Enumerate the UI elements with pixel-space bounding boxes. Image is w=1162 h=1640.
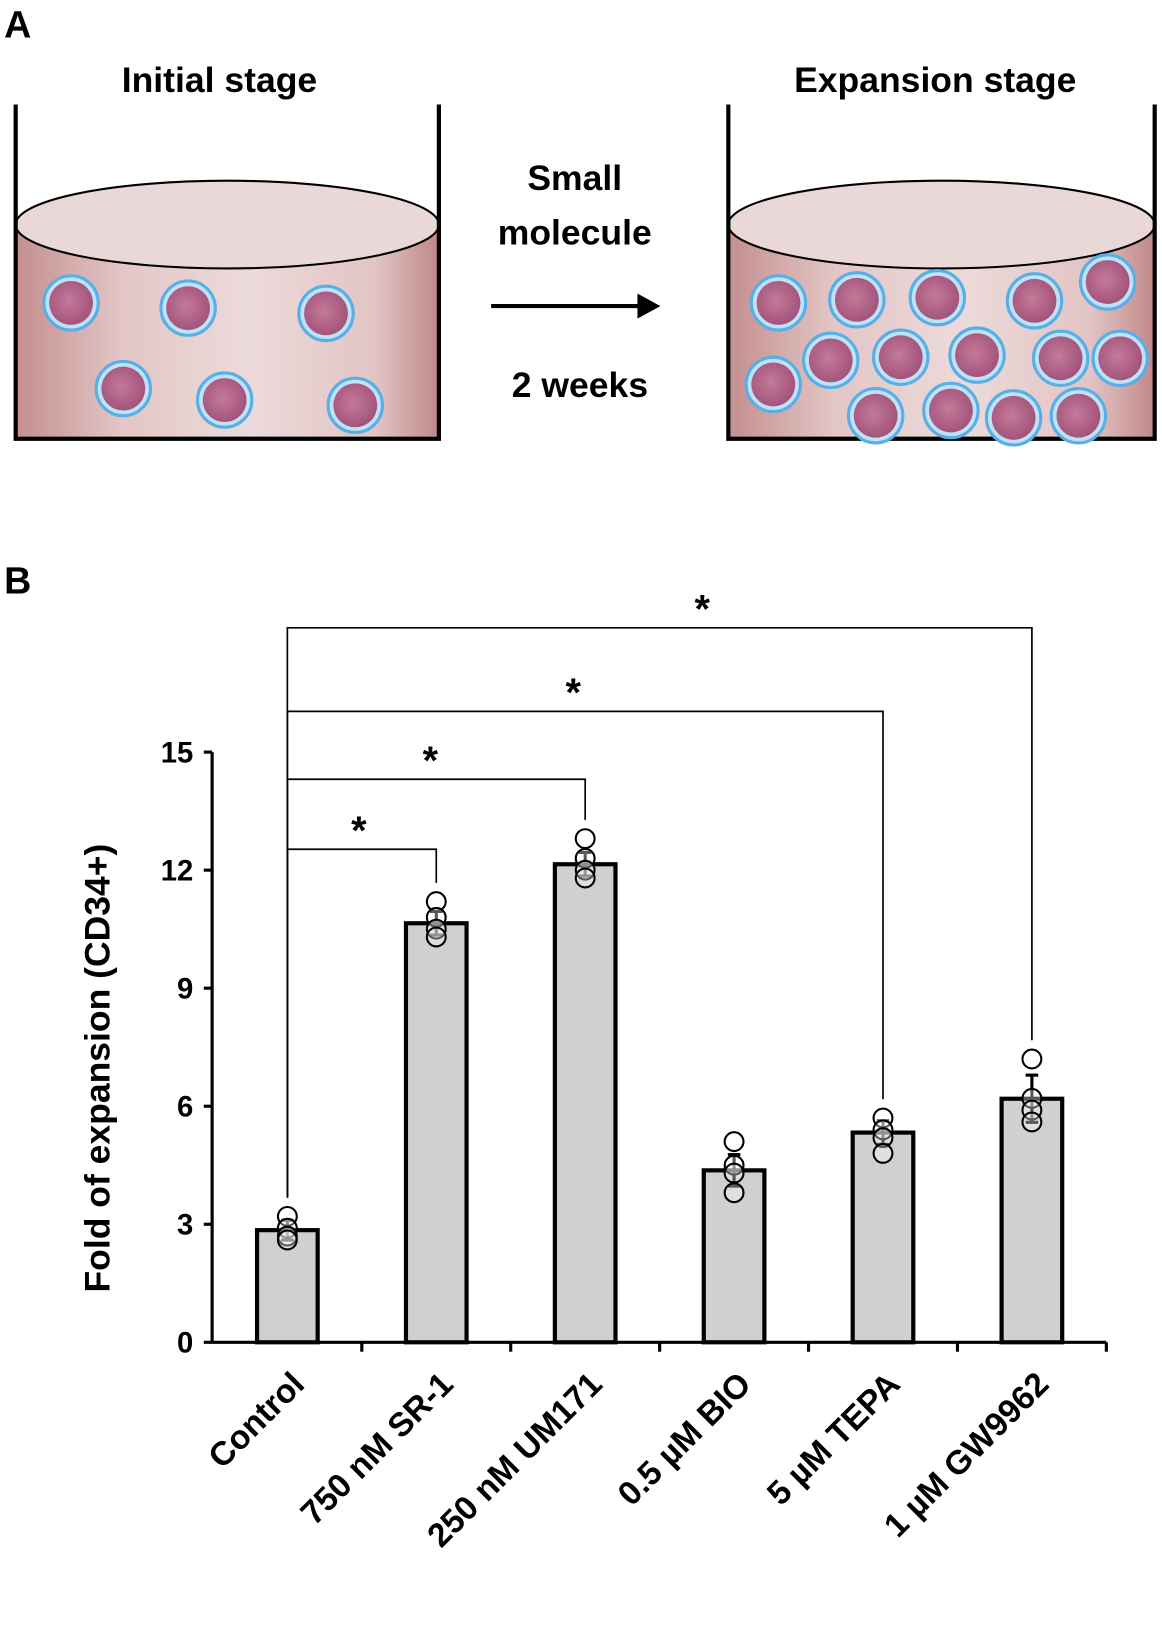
cell-icon bbox=[908, 268, 967, 327]
data-point bbox=[723, 1131, 745, 1153]
bar bbox=[552, 862, 618, 1345]
significance-star: * bbox=[423, 739, 439, 783]
significance-star: * bbox=[351, 809, 367, 853]
cell-icon bbox=[1091, 329, 1149, 388]
cell-icon bbox=[802, 331, 860, 390]
duration-label: 2 weeks bbox=[512, 365, 648, 405]
y-tick-label: 3 bbox=[177, 1210, 193, 1242]
expansion-stage-title: Expansion stage bbox=[794, 60, 1076, 100]
cell-icon bbox=[297, 284, 355, 343]
y-tick-label: 15 bbox=[161, 738, 194, 770]
right-arrow-icon bbox=[491, 293, 661, 319]
cell-icon bbox=[828, 271, 886, 329]
y-tick-label: 6 bbox=[177, 1092, 193, 1124]
cell-icon bbox=[749, 274, 808, 332]
data-point bbox=[574, 828, 596, 850]
cell-icon bbox=[846, 387, 905, 445]
data-point bbox=[1021, 1111, 1043, 1133]
bar-chart: 0 3 6 9 12 15 Fold of expansion (CD34+) Control… bbox=[78, 588, 1108, 1555]
dish-surface bbox=[727, 179, 1156, 270]
data-point bbox=[425, 926, 447, 948]
significance-bracket bbox=[286, 626, 1033, 1198]
treatment-label-line2: molecule bbox=[498, 212, 652, 252]
x-tick-label: 0.5 µM BIO bbox=[611, 1366, 759, 1513]
cell-icon bbox=[94, 359, 153, 418]
dish-surface bbox=[14, 179, 440, 270]
dish-wall bbox=[726, 104, 1157, 441]
cell-icon bbox=[1049, 387, 1108, 445]
data-point bbox=[425, 891, 447, 913]
bar bbox=[403, 921, 469, 1345]
treatment-label-line1: Small bbox=[527, 158, 622, 198]
cell-icon bbox=[948, 326, 1006, 384]
cell-icon bbox=[744, 355, 803, 414]
cell-icon bbox=[984, 389, 1043, 447]
data-point bbox=[276, 1229, 298, 1251]
dish-wall bbox=[13, 104, 441, 441]
data-point bbox=[574, 859, 596, 881]
significance-star: * bbox=[694, 588, 710, 632]
data-point bbox=[872, 1119, 894, 1141]
data-point bbox=[425, 918, 447, 940]
cell-icon bbox=[1031, 329, 1090, 388]
panel-a-label: A bbox=[4, 4, 31, 46]
y-tick-label: 9 bbox=[177, 974, 193, 1006]
data-point bbox=[872, 1142, 894, 1164]
expansion-culture-dish bbox=[726, 104, 1157, 447]
cell-icon bbox=[195, 371, 254, 429]
x-tick-label: 750 nM SR-1 bbox=[294, 1366, 461, 1533]
panel-b-label: B bbox=[4, 559, 31, 601]
data-point bbox=[723, 1182, 745, 1204]
x-tick-label: Control bbox=[202, 1366, 312, 1476]
data-point bbox=[723, 1154, 745, 1176]
significance-star: * bbox=[566, 671, 582, 715]
bar bbox=[850, 1130, 916, 1345]
cell-icon bbox=[326, 376, 385, 435]
bar bbox=[999, 1096, 1065, 1345]
data-point bbox=[872, 1127, 894, 1149]
cell-icon bbox=[872, 328, 930, 386]
cell-icon bbox=[42, 274, 100, 332]
cell-icon bbox=[1078, 253, 1137, 311]
bar bbox=[701, 1168, 767, 1345]
cell-icon bbox=[1005, 272, 1064, 330]
initial-culture-dish bbox=[13, 104, 441, 441]
data-point bbox=[1021, 1048, 1043, 1070]
data-point bbox=[574, 867, 596, 889]
y-tick-label: 0 bbox=[177, 1328, 193, 1360]
cell-icon bbox=[922, 381, 980, 440]
data-point bbox=[723, 1162, 745, 1184]
x-tick-label: 5 µM TEPA bbox=[760, 1366, 907, 1513]
cell-icon bbox=[159, 279, 217, 337]
initial-stage-title: Initial stage bbox=[122, 60, 317, 100]
y-tick-label: 12 bbox=[161, 856, 194, 888]
y-axis-label: Fold of expansion (CD34+) bbox=[78, 844, 118, 1293]
